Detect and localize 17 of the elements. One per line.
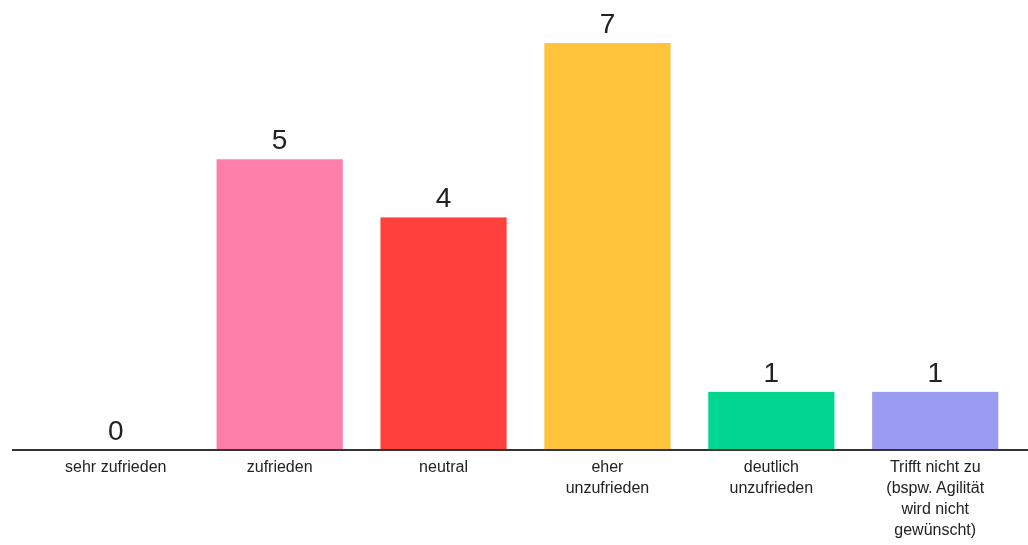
data-label: 1 <box>927 356 944 388</box>
data-label: 4 <box>435 182 452 214</box>
data-label: 1 <box>763 356 780 388</box>
bar <box>380 217 507 450</box>
data-label: 0 <box>107 415 124 446</box>
data-label: 5 <box>271 124 288 156</box>
x-tick-label: zufrieden <box>246 458 313 475</box>
x-tick-label: deutlich unzufrieden <box>729 458 814 496</box>
bar <box>708 391 835 450</box>
x-tick-label: Trifft nicht zu (bspw. Agilität wird nicht gewünscht) <box>886 458 985 538</box>
x-tick-label: eher unzufrieden <box>565 458 650 496</box>
x-tick-label: sehr zufrieden <box>65 458 167 475</box>
bar <box>544 43 671 450</box>
bar <box>216 159 343 450</box>
data-label: 7 <box>599 8 616 39</box>
bar <box>872 391 999 450</box>
x-tick-label: neutral <box>419 458 469 475</box>
